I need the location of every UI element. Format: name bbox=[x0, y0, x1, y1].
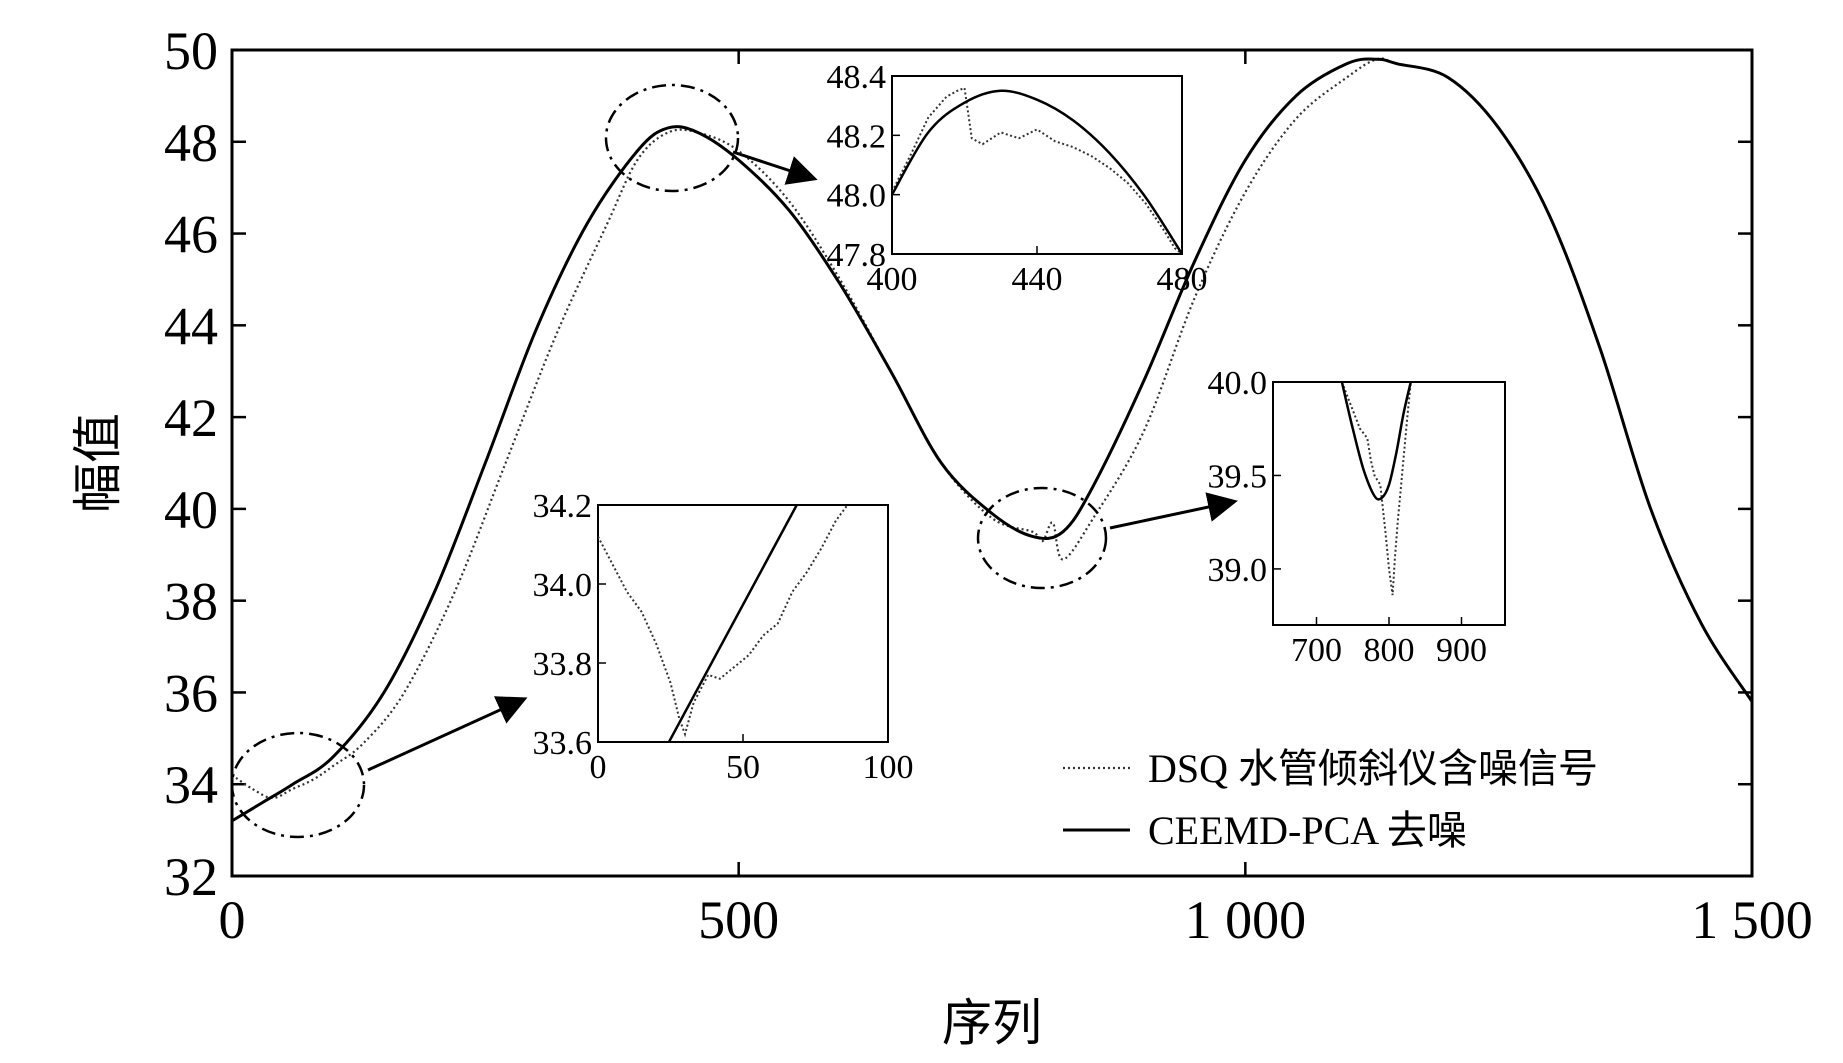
y-axis-title: 幅值 bbox=[69, 413, 127, 513]
y-tick-label: 48 bbox=[164, 113, 218, 173]
inset-trough-x-tick-label: 800 bbox=[1364, 632, 1415, 669]
inset-low-y-tick-label: 34.0 bbox=[533, 567, 593, 604]
x-tick-label: 500 bbox=[698, 890, 779, 950]
series-denoised-line bbox=[231, 57, 1754, 823]
arrow-to-inset-peak bbox=[732, 150, 818, 185]
inset-trough-noisy-line bbox=[1340, 382, 1412, 596]
y-tick-label: 36 bbox=[164, 663, 218, 723]
zoom-circle-peak bbox=[604, 83, 740, 193]
x-tick-label: 1 500 bbox=[1691, 890, 1813, 950]
inset-low-x-tick-label: 100 bbox=[863, 749, 914, 786]
inset-trough-y-tick-label: 39.0 bbox=[1208, 552, 1268, 589]
y-tick-label: 42 bbox=[164, 388, 218, 448]
x-tick-label: 1 000 bbox=[1185, 890, 1307, 950]
y-tick-label: 50 bbox=[164, 21, 218, 81]
zoom-circle-low bbox=[230, 731, 366, 839]
inset-peak-x-tick-label: 480 bbox=[1157, 261, 1208, 298]
inset-peak-y-tick-label: 48.4 bbox=[827, 59, 887, 96]
x-axis-title: 序列 bbox=[942, 994, 1042, 1052]
zoom-circle-trough bbox=[976, 486, 1108, 590]
inset-trough-y-tick-label: 39.5 bbox=[1208, 458, 1268, 495]
inset-trough-y-tick-label: 40.0 bbox=[1208, 365, 1268, 402]
inset-peak-y-tick-label: 48.0 bbox=[827, 178, 887, 215]
y-tick-label: 44 bbox=[164, 296, 218, 356]
y-tick-label: 38 bbox=[164, 572, 218, 632]
inset-low-x-tick-label: 50 bbox=[726, 749, 760, 786]
inset-peak-y-tick-label: 48.2 bbox=[827, 118, 887, 155]
inset-peak: 400 440 480 47.8 48.0 48.2 48.4 bbox=[827, 59, 1208, 298]
inset-low-noisy-line bbox=[598, 505, 849, 738]
legend-label-denoised: CEEMD-PCA 去噪 bbox=[1148, 808, 1467, 853]
arrow-to-inset-low bbox=[367, 696, 528, 772]
y-tick-label: 32 bbox=[164, 847, 218, 907]
inset-low-y-tick-label: 33.8 bbox=[533, 646, 593, 683]
inset-peak-x-tick-label: 400 bbox=[867, 261, 918, 298]
arrow-to-inset-trough bbox=[1109, 492, 1238, 530]
x-tick-label: 0 bbox=[219, 890, 246, 950]
inset-low-x-tick-label: 0 bbox=[590, 749, 607, 786]
inset-low-denoised-line bbox=[667, 505, 799, 742]
y-tick-label: 40 bbox=[164, 480, 218, 540]
inset-peak-frame bbox=[891, 75, 1183, 255]
legend: DSQ 水管倾斜仪含噪信号 CEEMD-PCA 去噪 bbox=[1063, 746, 1598, 853]
inset-low-y-tick-label: 34.2 bbox=[533, 488, 593, 525]
y-tick-label: 46 bbox=[164, 205, 218, 265]
inset-trough: 700 800 900 39.0 39.5 40.0 bbox=[1208, 365, 1506, 669]
inset-peak-x-tick-label: 440 bbox=[1012, 261, 1063, 298]
inset-low: 0 50 100 33.6 33.8 34.0 34.2 bbox=[533, 488, 914, 786]
y-tick-label: 34 bbox=[164, 755, 218, 815]
legend-label-noisy: DSQ 水管倾斜仪含噪信号 bbox=[1148, 746, 1598, 791]
inset-peak-denoised-line bbox=[892, 89, 1182, 254]
inset-trough-denoised-line bbox=[1340, 382, 1413, 501]
inset-trough-frame bbox=[1272, 381, 1506, 626]
inset-low-y-tick-label: 33.6 bbox=[533, 725, 593, 762]
inset-low-frame bbox=[597, 504, 889, 743]
inset-peak-y-tick-label: 47.8 bbox=[827, 237, 887, 274]
plot-frame bbox=[230, 48, 1754, 878]
inset-trough-x-tick-label: 700 bbox=[1291, 632, 1342, 669]
inset-trough-x-tick-label: 900 bbox=[1436, 632, 1487, 669]
